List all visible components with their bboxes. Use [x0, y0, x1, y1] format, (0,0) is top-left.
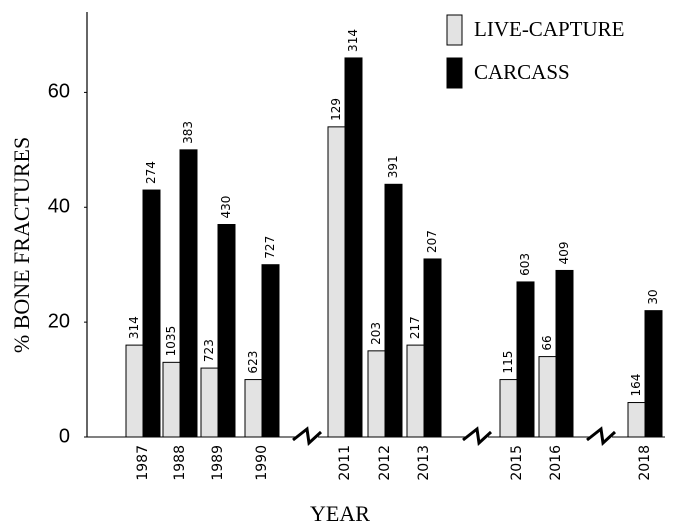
- data-label: 314: [127, 316, 141, 339]
- legend-label: CARCASS: [474, 60, 570, 84]
- legend-swatch: [446, 14, 463, 46]
- data-label: 623: [246, 351, 260, 374]
- data-label: 66: [540, 335, 554, 350]
- bar: [555, 269, 574, 438]
- bar: [423, 258, 442, 438]
- bar: [200, 367, 219, 438]
- axis-break: [292, 426, 323, 447]
- data-label: 314: [346, 29, 360, 52]
- data-label: 603: [518, 253, 532, 276]
- data-label: 274: [144, 161, 158, 184]
- bar: [406, 344, 425, 438]
- data-label: 727: [263, 236, 277, 259]
- bar: [499, 379, 518, 438]
- bar: [125, 344, 144, 438]
- bar: [516, 281, 535, 438]
- data-label: 1035: [164, 326, 178, 357]
- data-label: 129: [329, 98, 343, 121]
- bar: [244, 379, 263, 438]
- bar: [217, 224, 236, 438]
- bar: [142, 189, 161, 438]
- x-axis-title: YEAR: [310, 501, 370, 526]
- data-label: 115: [501, 351, 515, 374]
- x-tick-label: 1987: [135, 445, 151, 481]
- bar: [627, 402, 646, 438]
- data-label: 409: [557, 242, 571, 265]
- axis-break: [462, 426, 493, 447]
- y-axis-title: % BONE FRACTURES: [9, 137, 34, 353]
- bar: [384, 183, 403, 438]
- data-label: 164: [629, 374, 643, 397]
- legend-swatch: [446, 57, 463, 89]
- axis-break: [586, 426, 617, 447]
- x-tick-label: 2011: [337, 445, 353, 481]
- data-label: 217: [408, 316, 422, 339]
- data-label: 203: [369, 322, 383, 345]
- x-tick-label: 2018: [637, 445, 653, 481]
- y-tick-label: 0: [59, 425, 70, 447]
- x-tick-label: 1988: [172, 445, 188, 481]
- bar: [644, 310, 663, 438]
- x-tick-label: 1989: [210, 445, 226, 481]
- x-tick-label: 2016: [548, 445, 564, 481]
- y-tick-label: 20: [48, 310, 70, 332]
- x-tick-label: 2013: [416, 445, 432, 481]
- bar: [344, 57, 363, 438]
- y-tick-label: 40: [48, 196, 70, 218]
- bar: [327, 126, 346, 438]
- data-label: 391: [386, 155, 400, 178]
- bar: [538, 356, 557, 438]
- bar: [367, 350, 386, 438]
- bar: [162, 361, 181, 438]
- data-label: 207: [425, 230, 439, 253]
- data-label: 383: [181, 121, 195, 144]
- data-label: 723: [202, 339, 216, 362]
- x-tick-label: 1990: [254, 445, 270, 481]
- legend-label: LIVE-CAPTURE: [474, 17, 625, 41]
- data-label: 30: [646, 289, 660, 304]
- bar: [179, 149, 198, 438]
- y-tick-label: 60: [48, 81, 70, 103]
- x-tick-label: 2015: [509, 445, 525, 481]
- bar: [261, 264, 280, 438]
- x-tick-label: 2012: [377, 445, 393, 481]
- data-label: 430: [219, 196, 233, 219]
